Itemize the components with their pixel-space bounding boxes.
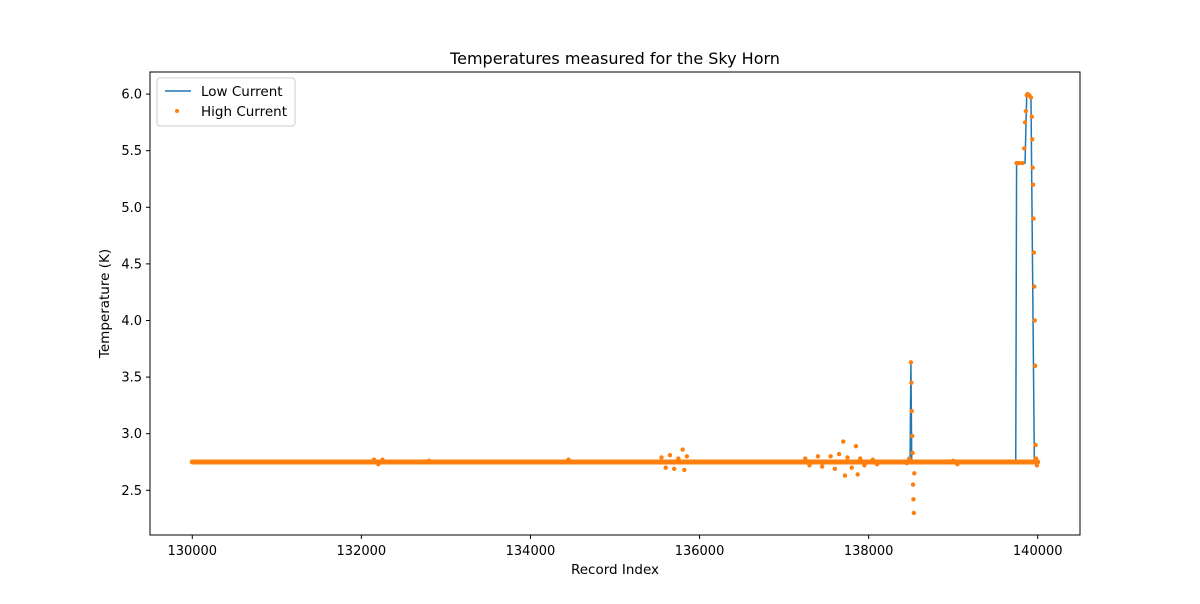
scatter-point-high-current [380, 457, 385, 462]
scatter-point-high-current [1030, 165, 1035, 170]
scatter-point-high-current [1031, 250, 1037, 255]
scatter-point-high-current [1033, 456, 1039, 461]
scatter-point-high-current [1032, 363, 1038, 368]
scatter-point-high-current [1029, 114, 1035, 119]
x-axis: 130000 132000 134000 136000 138000 140000 [167, 535, 1063, 559]
scatter-point-high-current [426, 458, 432, 464]
scatter-point-high-current [663, 465, 668, 470]
y-tick-label: 4.5 [121, 257, 142, 272]
plot-frame [149, 71, 1081, 536]
scatter-point-high-current [910, 450, 915, 456]
scatter-point-high-current [955, 462, 960, 467]
scatter-point-high-current [907, 456, 912, 461]
x-tick-label: 134000 [506, 544, 556, 559]
scatter-point-high-current [566, 457, 571, 462]
scatter-point-high-current [376, 462, 381, 467]
scatter-point-high-current [849, 465, 854, 470]
x-tick-label: 140000 [1013, 544, 1063, 559]
y-axis: 2.5 3.0 3.5 4.0 4.5 5.0 5.5 6.0 [121, 88, 150, 499]
scatter-point-high-current [904, 460, 909, 466]
scatter-point-high-current [909, 408, 914, 414]
scatter-point-high-current [911, 510, 917, 516]
scatter-point-high-current [1033, 442, 1038, 448]
x-axis-label: Record Index [571, 562, 659, 578]
y-tick-label: 4.0 [121, 314, 142, 329]
y-tick-label: 3.5 [121, 371, 142, 386]
scatter-point-high-current [909, 433, 915, 439]
scatter-point-high-current [1030, 182, 1036, 187]
scatter-point-high-current [1034, 463, 1040, 468]
chart-title: Temperatures measured for the Sky Horn [449, 49, 780, 68]
scatter-point-high-current [684, 454, 690, 459]
legend: Low Current High Current [156, 77, 296, 127]
scatter-point-high-current [841, 439, 846, 444]
scatter-point-high-current [874, 462, 880, 467]
scatter-point-high-current [1032, 318, 1037, 323]
scatter-point-high-current [803, 456, 808, 461]
legend-swatch-high-current [175, 109, 179, 113]
scatter-point-high-current [659, 455, 664, 460]
plot-content [189, 91, 1041, 516]
scatter-point-high-current [1031, 216, 1036, 221]
x-tick-label: 138000 [844, 544, 894, 559]
scatter-point-high-current [911, 497, 916, 502]
x-tick-label: 136000 [675, 544, 725, 559]
scatter-point-high-current [842, 473, 848, 478]
scatter-point-high-current [855, 472, 860, 477]
scatter-point-high-current [1035, 459, 1040, 465]
x-tick-label: 130000 [167, 544, 217, 559]
y-tick-label: 5.5 [121, 144, 142, 159]
scatter-point-high-current [845, 455, 850, 460]
legend-label-high-current: High Current [201, 104, 287, 120]
scatter-point-high-current [371, 457, 377, 462]
scatter-point-high-current [828, 454, 833, 459]
scatter-point-high-current [819, 464, 825, 469]
legend-box [156, 77, 296, 127]
scatter-point-high-current [1021, 146, 1027, 151]
legend-label-low-current: Low Current [201, 84, 283, 100]
y-tick-label: 5.0 [121, 201, 142, 216]
scatter-point-high-current [912, 471, 917, 476]
scatter-point-high-current [950, 458, 956, 464]
x-tick-label: 132000 [337, 544, 387, 559]
scatter-point-high-current [910, 482, 916, 487]
scatter-point-high-current [667, 452, 673, 458]
y-tick-label: 2.5 [121, 484, 142, 499]
scatter-point-high-current [836, 451, 842, 457]
scatter-point-high-current [671, 466, 677, 471]
scatter-point-high-current [862, 463, 867, 468]
scatter-point-high-current [1028, 95, 1034, 100]
y-tick-label: 6.0 [121, 88, 142, 103]
scatter-point-high-current [870, 457, 876, 462]
scatter-point-high-current [1032, 284, 1037, 289]
scatter-point-high-current [857, 456, 863, 461]
scatter-point-high-current [815, 454, 821, 459]
scatter-point-high-current [832, 466, 838, 471]
y-tick-label: 3.0 [121, 427, 142, 442]
scatter-point-high-current [853, 443, 859, 449]
y-axis-label: Temperature (K) [97, 249, 113, 359]
scatter-point-high-current [908, 360, 914, 365]
scatter-point-high-current [1020, 160, 1025, 166]
scatter-point-high-current [682, 467, 687, 473]
scatter-point-high-current [680, 447, 685, 452]
scatter-point-high-current [1016, 160, 1022, 166]
scatter-point-high-current [1022, 120, 1028, 125]
scatter-point-high-current [807, 463, 812, 468]
scatter-point-high-current [1030, 137, 1035, 142]
scatter-point-high-current [676, 456, 681, 461]
scatter-point-high-current [1023, 108, 1029, 114]
scatter-point-high-current [909, 380, 914, 385]
